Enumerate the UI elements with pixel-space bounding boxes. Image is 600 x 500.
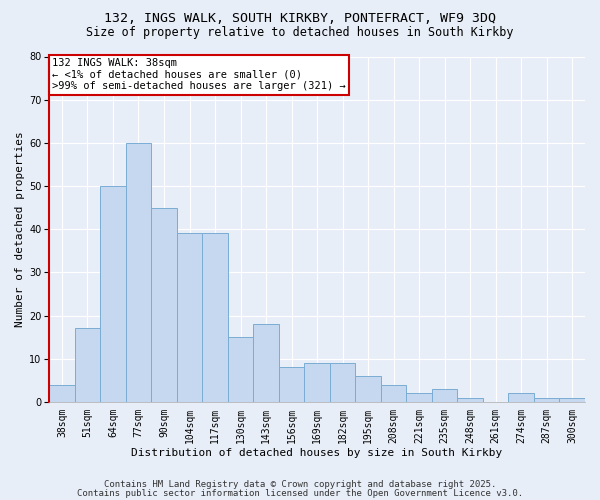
Bar (330, 363, 355, 402)
Bar (534, 398, 559, 402)
Bar (457, 398, 483, 402)
Text: Contains HM Land Registry data © Crown copyright and database right 2025.: Contains HM Land Registry data © Crown c… (104, 480, 496, 489)
Bar (126, 143, 151, 402)
Bar (508, 393, 534, 402)
Bar (432, 389, 457, 402)
Bar (177, 234, 202, 402)
Bar (74, 328, 100, 402)
Text: Contains public sector information licensed under the Open Government Licence v3: Contains public sector information licen… (77, 488, 523, 498)
Bar (228, 337, 253, 402)
Text: 132 INGS WALK: 38sqm
← <1% of detached houses are smaller (0)
>99% of semi-detac: 132 INGS WALK: 38sqm ← <1% of detached h… (52, 58, 346, 92)
X-axis label: Distribution of detached houses by size in South Kirkby: Distribution of detached houses by size … (131, 448, 503, 458)
Bar (304, 363, 330, 402)
Y-axis label: Number of detached properties: Number of detached properties (15, 132, 25, 327)
Bar (279, 368, 304, 402)
Bar (202, 234, 228, 402)
Text: Size of property relative to detached houses in South Kirkby: Size of property relative to detached ho… (86, 26, 514, 39)
Bar (381, 384, 406, 402)
Bar (406, 393, 432, 402)
Bar (100, 186, 126, 402)
Bar (559, 398, 585, 402)
Bar (253, 324, 279, 402)
Bar (151, 208, 177, 402)
Bar (49, 384, 74, 402)
Text: 132, INGS WALK, SOUTH KIRKBY, PONTEFRACT, WF9 3DQ: 132, INGS WALK, SOUTH KIRKBY, PONTEFRACT… (104, 12, 496, 26)
Bar (355, 376, 381, 402)
